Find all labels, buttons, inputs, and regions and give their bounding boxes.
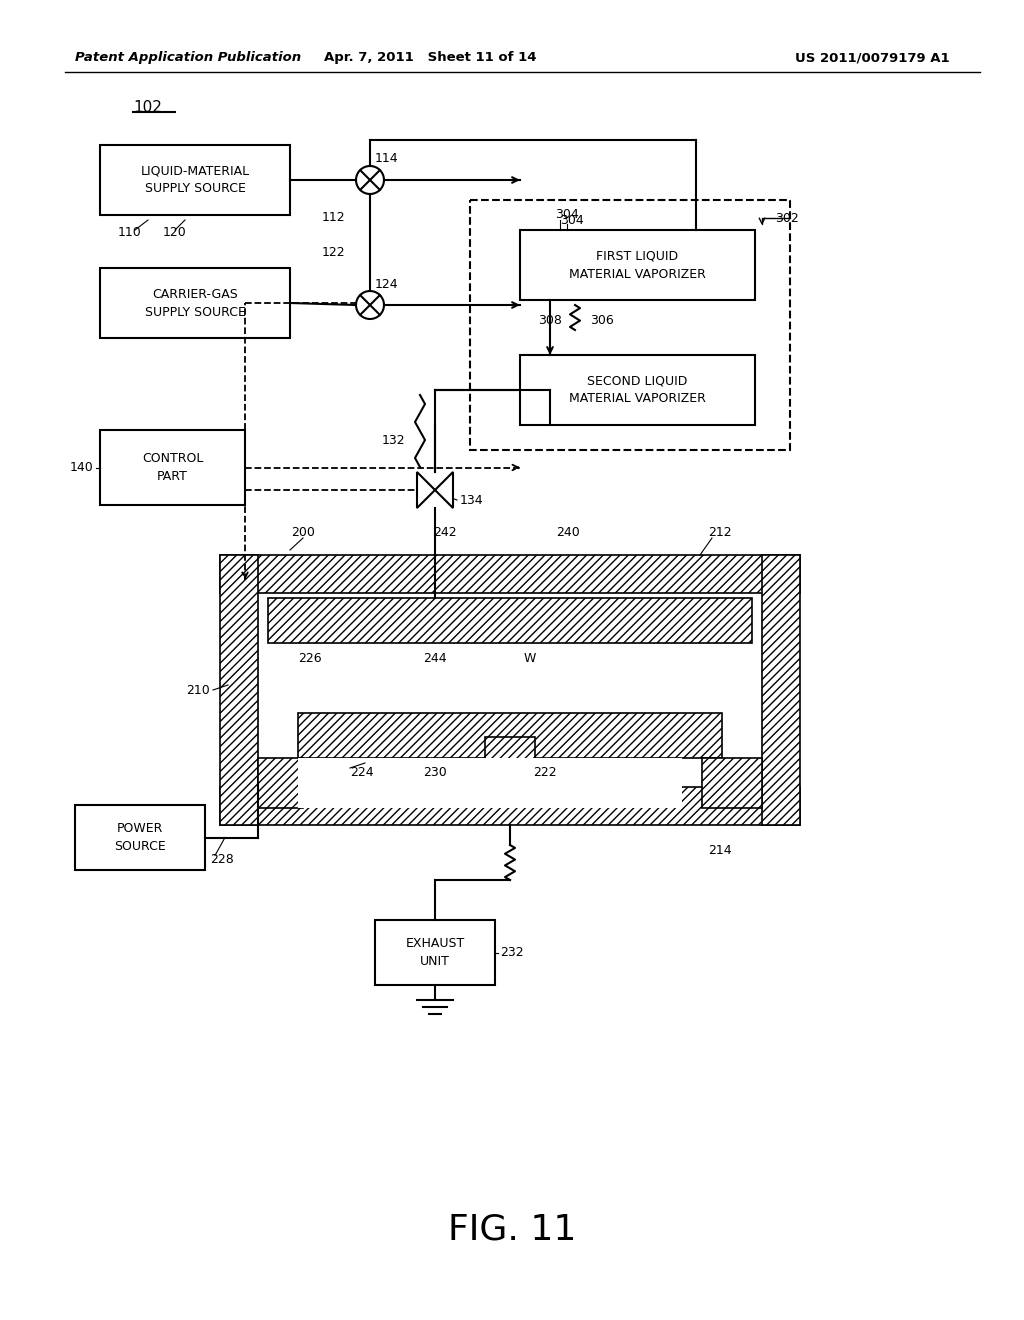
Text: 222: 222 — [534, 767, 557, 780]
Polygon shape — [435, 473, 453, 508]
Bar — [470, 201, 790, 450]
Bar — [75, 805, 205, 870]
Text: Patent Application Publication: Patent Application Publication — [75, 51, 301, 65]
Polygon shape — [417, 473, 435, 508]
Text: FIG. 11: FIG. 11 — [447, 1213, 577, 1247]
Text: CONTROL
PART: CONTROL PART — [141, 451, 203, 483]
Text: 120: 120 — [163, 227, 186, 239]
Text: CARRIER-GAS
SUPPLY SOURCE: CARRIER-GAS SUPPLY SOURCE — [144, 288, 246, 318]
Bar — [702, 758, 762, 808]
Text: 112: 112 — [322, 211, 345, 224]
Text: 210: 210 — [186, 684, 210, 697]
Text: 244: 244 — [423, 652, 446, 664]
Bar — [258, 758, 303, 808]
Text: 306: 306 — [590, 314, 613, 326]
Bar — [520, 355, 755, 425]
Text: POWER
SOURCE: POWER SOURCE — [114, 822, 166, 853]
Text: 226: 226 — [298, 652, 322, 664]
Bar — [520, 230, 755, 300]
Text: SECOND LIQUID
MATERIAL VAPORIZER: SECOND LIQUID MATERIAL VAPORIZER — [569, 375, 706, 405]
Bar — [485, 737, 535, 787]
Bar — [375, 920, 495, 985]
Text: 132: 132 — [381, 433, 406, 446]
Text: W: W — [524, 652, 537, 664]
Text: 212: 212 — [709, 527, 732, 540]
Text: Apr. 7, 2011   Sheet 11 of 14: Apr. 7, 2011 Sheet 11 of 14 — [324, 51, 537, 65]
Text: 214: 214 — [709, 843, 732, 857]
Bar — [100, 430, 245, 506]
Text: 242: 242 — [433, 527, 457, 540]
Bar — [220, 554, 258, 825]
Text: 228: 228 — [210, 853, 233, 866]
Bar — [100, 268, 290, 338]
Bar — [268, 598, 752, 643]
Text: 302: 302 — [775, 211, 799, 224]
Text: 122: 122 — [322, 246, 345, 259]
Text: 240: 240 — [556, 527, 580, 540]
Text: 102: 102 — [133, 100, 162, 116]
Text: 140: 140 — [70, 461, 93, 474]
Bar — [220, 554, 800, 593]
Text: 308: 308 — [538, 314, 562, 326]
Bar — [100, 145, 290, 215]
Text: 230: 230 — [423, 767, 446, 780]
Text: FIRST LIQUID
MATERIAL VAPORIZER: FIRST LIQUID MATERIAL VAPORIZER — [569, 249, 706, 281]
Text: EXHAUST
UNIT: EXHAUST UNIT — [406, 937, 465, 968]
Text: 232: 232 — [500, 946, 523, 960]
Text: LIQUID-MATERIAL
SUPPLY SOURCE: LIQUID-MATERIAL SUPPLY SOURCE — [140, 165, 250, 195]
Bar — [762, 554, 800, 825]
Bar — [220, 787, 800, 825]
Bar — [298, 713, 722, 758]
Text: 110: 110 — [118, 227, 142, 239]
Bar — [298, 758, 682, 808]
Text: 224: 224 — [350, 767, 374, 780]
Text: 124: 124 — [375, 279, 398, 292]
Text: US 2011/0079179 A1: US 2011/0079179 A1 — [796, 51, 950, 65]
Text: 114: 114 — [375, 152, 398, 165]
Text: 304: 304 — [555, 209, 579, 222]
Text: 304: 304 — [560, 214, 584, 227]
Text: 200: 200 — [291, 527, 315, 540]
Text: 134: 134 — [460, 494, 483, 507]
